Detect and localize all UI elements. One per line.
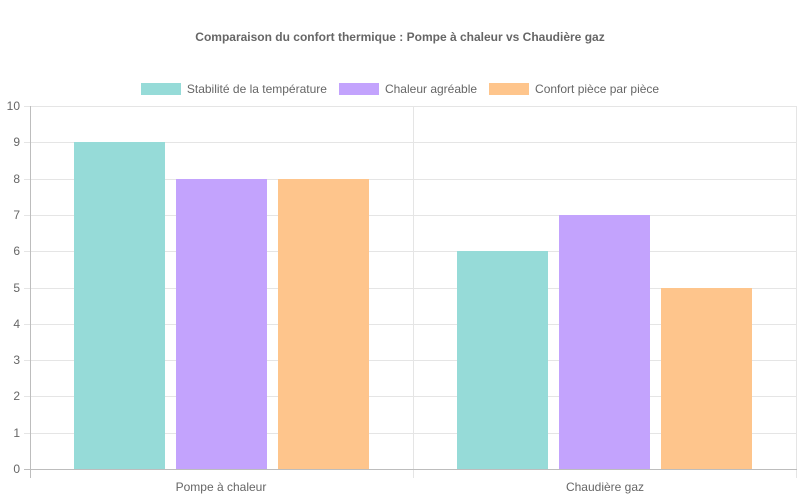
y-tick-label: 8 [13, 171, 20, 186]
legend-item-stabilite[interactable]: Stabilité de la température [140, 82, 327, 96]
y-tick-label: 2 [13, 389, 20, 404]
legend: Stabilité de la température Chaleur agré… [0, 82, 800, 96]
y-tick-label: 7 [13, 207, 20, 222]
plot-area: 0 1 2 3 4 5 6 7 8 9 10 Pompe à chaleur C… [7, 99, 797, 494]
chart-title: Comparaison du confort thermique : Pompe… [195, 30, 605, 44]
legend-label: Chaleur agréable [384, 82, 478, 96]
gridline [24, 214, 797, 216]
category-divider [796, 106, 797, 478]
bar-gaz-stabilite[interactable] [457, 251, 548, 469]
legend-item-confort[interactable]: Confort pièce par pièce [489, 82, 659, 96]
bar-pac-chaleur[interactable] [176, 178, 267, 469]
gridline [24, 178, 797, 180]
bar-pac-confort[interactable] [278, 178, 369, 469]
y-tick-label: 4 [13, 316, 20, 331]
legend-swatch [338, 83, 379, 95]
gridline [24, 396, 797, 398]
y-tick-label: 10 [6, 99, 20, 113]
legend-swatch [489, 83, 530, 95]
legend-swatch [140, 83, 181, 95]
gridline [24, 360, 797, 362]
gridline [24, 287, 797, 289]
x-axis [24, 469, 797, 470]
bar-pac-stabilite[interactable] [74, 142, 165, 469]
legend-label: Stabilité de la température [186, 82, 327, 96]
gridline [24, 251, 797, 253]
x-tick-label: Pompe à chaleur [175, 480, 267, 494]
y-tick-label: 9 [13, 135, 20, 150]
gridline [24, 323, 797, 325]
gridline [24, 142, 797, 144]
gridline [24, 432, 797, 434]
gridline [24, 106, 797, 107]
y-axis [30, 106, 31, 478]
y-tick-label: 3 [13, 353, 20, 368]
category-divider [413, 106, 414, 478]
bar-gaz-confort[interactable] [661, 287, 752, 469]
y-tick-label: 6 [13, 244, 20, 259]
y-tick-label: 5 [13, 280, 20, 295]
legend-label: Confort pièce par pièce [535, 82, 660, 96]
y-tick-label: 1 [13, 425, 20, 440]
legend-item-chaleur[interactable]: Chaleur agréable [338, 82, 478, 96]
x-tick-label: Chaudière gaz [565, 480, 645, 494]
bar-gaz-chaleur[interactable] [559, 214, 650, 469]
y-tick-label: 0 [13, 462, 20, 476]
